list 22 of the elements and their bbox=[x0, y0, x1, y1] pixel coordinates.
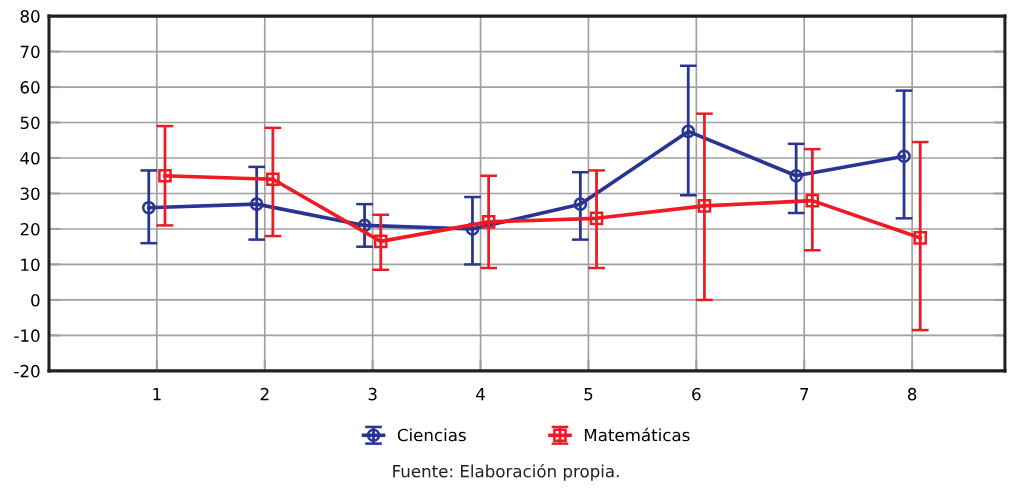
x-tick-label: 6 bbox=[692, 387, 701, 401]
y-tick-label: 10 bbox=[21, 258, 40, 272]
x-tick-label: 4 bbox=[476, 388, 485, 401]
x-tick-label: 1 bbox=[153, 388, 161, 401]
source-note: Fuente: Elaboración propia. bbox=[393, 463, 619, 481]
x-tick-label: 7 bbox=[800, 388, 809, 401]
x-tick-label: 2 bbox=[260, 387, 269, 401]
legend-label: Ciencias bbox=[397, 428, 466, 442]
x-tick-label: 3 bbox=[368, 387, 377, 401]
y-tick-label: 80 bbox=[20, 10, 40, 23]
x-tick-label: 8 bbox=[907, 387, 917, 401]
y-tick-label: 40 bbox=[20, 151, 40, 165]
y-tick-label: -20 bbox=[14, 364, 40, 378]
y-tick-label: 60 bbox=[20, 81, 40, 94]
x-tick-label: 5 bbox=[584, 388, 593, 401]
legend-label: Matemáticas bbox=[584, 427, 690, 442]
y-tick-label: 50 bbox=[20, 116, 40, 130]
y-tick-label: -10 bbox=[14, 329, 40, 342]
y-tick-label: 20 bbox=[20, 222, 40, 236]
y-tick-label: 0 bbox=[31, 293, 40, 307]
y-tick-label: 30 bbox=[20, 187, 40, 201]
y-tick-label: 70 bbox=[20, 45, 40, 59]
